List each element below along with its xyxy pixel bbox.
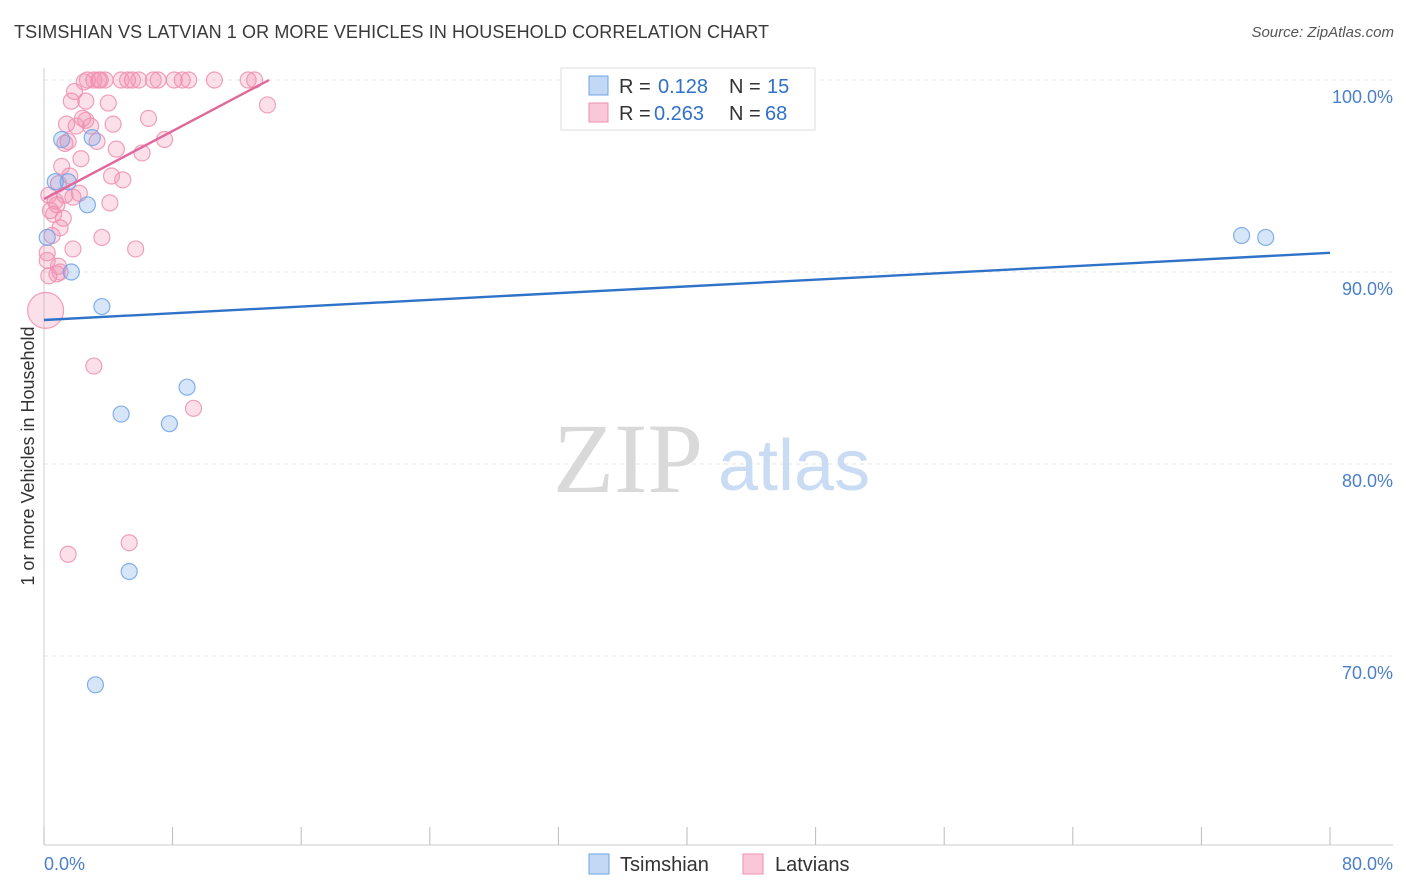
legend-swatch-latvians [588,102,609,123]
legend-r-label-latvians: R = [619,103,651,125]
latvian-point [144,71,162,89]
tsimshian-point [83,129,101,147]
latvian-point [93,228,111,247]
legend-bottom: Tsimshian Latvians [588,853,850,876]
latvian-point [102,167,121,185]
tsimshian-point [38,228,56,247]
chart-title: TSIMSHIAN VS LATVIAN 1 OR MORE VEHICLES … [14,22,770,42]
latvian-point [173,71,191,89]
tsimshian-point [178,378,196,396]
latvian-point [90,71,108,89]
tsimshian-point [86,676,105,694]
latvian-point [107,140,125,158]
latvian-point [123,71,142,89]
latvian-point [51,219,69,237]
latvian-point [239,71,257,89]
x-tick-label-min: 0.0% [44,854,85,874]
bottom-legend-label-latvians: Latvians [775,854,850,876]
bottom-legend-swatch-tsimshian [588,853,610,875]
latvian-point [184,399,203,417]
legend-top: R = 0.128 N = 15 R = 0.263 N = 68 [560,67,816,131]
tsimshian-point [1257,228,1275,247]
latvian-point [62,92,80,110]
latvian-point [139,109,158,128]
tsimshian-point [46,173,64,191]
legend-n-label-latvians: N = [729,103,761,125]
latvian-trend-line [43,78,270,201]
latvian-point [104,115,122,133]
trend-lines [43,78,1331,322]
legend-r-label-tsimshian: R = [619,76,651,98]
y-tick-labels: 100.0% 90.0% 80.0% 70.0% [1332,87,1393,683]
latvian-point [205,71,223,89]
x-tick-label-max: 80.0% [1342,854,1393,874]
legend-r-value-tsimshian: 0.128 [658,76,708,98]
latvian-point [149,71,167,89]
latvian-point [127,240,145,258]
latvian-point [114,171,132,189]
tsimshian-point [112,405,130,423]
bottom-legend-swatch-latvians [742,853,764,875]
watermark-atlas: atlas [718,426,870,506]
tsimshian-trend-line [43,251,1331,322]
latvian-point [72,150,90,168]
legend-n-value-latvians: 68 [765,103,787,125]
y-axis-label: 1 or more Vehicles in Household [18,326,38,585]
axes [43,68,1393,846]
latvian-point [64,240,82,258]
latvian-point [99,94,117,112]
tsimshian-point [160,415,178,433]
y-tick-label: 90.0% [1342,279,1393,299]
latvian-point [101,194,119,212]
latvian-point [77,111,95,129]
y-tick-label: 80.0% [1342,471,1393,491]
latvian-point [85,357,103,375]
legend-n-label-tsimshian: N = [729,76,761,98]
latvian-point [27,291,65,329]
y-tick-label: 100.0% [1332,87,1393,107]
latvian-point [120,534,138,552]
tsimshian-point [53,130,71,149]
tsimshian-point [1232,226,1251,245]
watermark: ZIP atlas [553,403,870,514]
latvian-point [258,96,277,114]
latvian-point [59,545,77,563]
latvian-point [77,92,95,110]
latvian-point [180,71,198,89]
bottom-legend-label-tsimshian: Tsimshian [620,854,709,876]
legend-r-value-latvians: 0.263 [654,103,704,125]
legend-n-value-tsimshian: 15 [767,76,789,98]
latvian-point [38,251,56,270]
tsimshian-point [78,196,97,214]
latvian-point [130,71,148,89]
data-points [27,71,1275,694]
gridlines [44,79,1393,657]
chart-source: Source: ZipAtlas.com [1251,24,1394,41]
y-tick-label: 70.0% [1342,663,1393,683]
watermark-zip: ZIP [553,403,703,514]
tsimshian-point [120,562,138,581]
tsimshian-point [62,263,80,281]
tsimshian-point [93,297,111,316]
legend-swatch-tsimshian [588,75,609,96]
